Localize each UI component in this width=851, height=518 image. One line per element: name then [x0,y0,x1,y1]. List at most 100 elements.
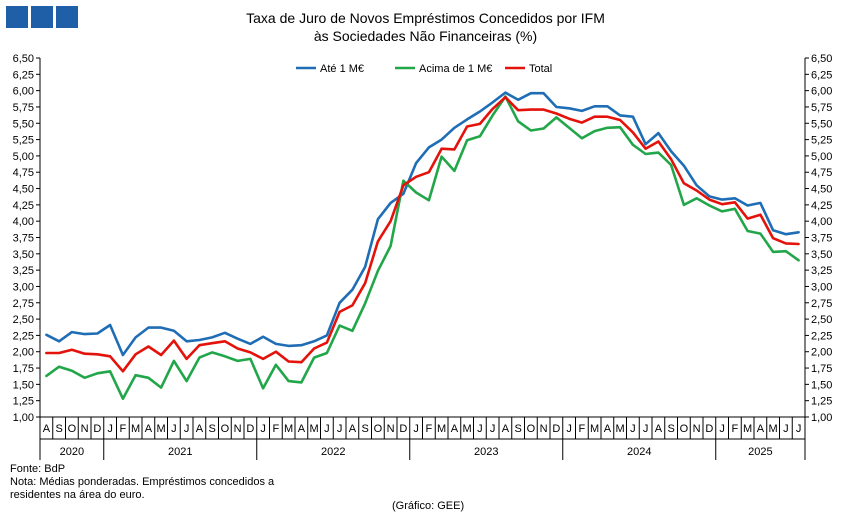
year-label: 2024 [627,446,651,458]
x-tick-label: J [719,423,725,435]
x-tick-label: A [451,423,459,435]
x-tick-label: D [246,423,254,435]
series-line [45,95,800,401]
year-label: 2022 [321,446,345,458]
x-tick-label: J [783,423,789,435]
x-tick-label: D [93,423,101,435]
y-tick-label-left: 3,50 [13,249,34,261]
x-tick-label: M [310,423,319,435]
chart-title: Taxa de Juro de Novos Empréstimos Conced… [246,10,605,26]
year-label: 2021 [168,446,192,458]
y-tick-label-left: 2,00 [13,347,34,359]
chart-credit: (Gráfico: GEE) [392,500,465,512]
y-tick-label-right: 3,75 [811,233,832,245]
x-tick-label: S [55,423,62,435]
y-tick-label-right: 1,75 [811,363,832,375]
y-tick-label-right: 6,25 [811,69,832,81]
y-tick-label-right: 4,25 [811,200,832,212]
x-tick-label: J [490,423,496,435]
x-tick-label: S [514,423,521,435]
y-tick-label-left: 6,50 [13,53,34,65]
y-tick-label-right: 5,25 [811,135,832,147]
x-tick-label: J [796,423,802,435]
y-tick-label-right: 1,50 [811,379,832,391]
y-tick-label-right: 3,00 [811,281,832,293]
y-tick-label-right: 4,00 [811,216,832,228]
y-tick-label-left: 1,00 [13,412,34,424]
x-tick-label: F [273,423,280,435]
y-tick-label-left: 2,50 [13,314,34,326]
y-tick-label-right: 2,25 [811,330,832,342]
y-tick-label-left: 2,75 [13,298,34,310]
x-tick-label: A [298,423,306,435]
x-tick-label: J [337,423,343,435]
x-tick-label: S [667,423,674,435]
x-tick-label: A [502,423,510,435]
chart-title-block: Taxa de Juro de Novos Empréstimos Conced… [0,9,851,45]
y-tick-label-left: 3,00 [13,281,34,293]
x-tick-label: F [426,423,433,435]
x-tick-label: J [184,423,190,435]
y-tick-label-right: 6,50 [811,53,832,65]
x-tick-label: O [68,423,77,435]
x-tick-label: A [43,423,51,435]
x-tick-label: A [655,423,663,435]
x-tick-label: F [732,423,739,435]
x-tick-label: J [643,423,649,435]
x-tick-label: J [171,423,177,435]
y-tick-label-right: 1,25 [811,396,832,408]
y-tick-label-right: 6,00 [811,86,832,98]
legend-label: Acima de 1 M€ [419,63,492,75]
source-note: Fonte: BdP [10,463,66,475]
logo-block [56,6,78,28]
x-tick-label: J [566,423,572,435]
x-tick-label: S [361,423,368,435]
x-tick-label: M [616,423,625,435]
x-tick-label: D [552,423,560,435]
x-tick-label: M [769,423,778,435]
y-tick-label-left: 4,50 [13,184,34,196]
y-tick-label-left: 5,75 [13,102,34,114]
logo [6,6,78,28]
y-tick-label-left: 6,00 [13,86,34,98]
y-tick-label-left: 1,75 [13,363,34,375]
x-tick-label: A [757,423,765,435]
y-tick-label-left: 5,25 [13,135,34,147]
x-tick-label: N [540,423,548,435]
x-tick-label: J [477,423,483,435]
x-tick-label: O [374,423,383,435]
x-tick-label: D [705,423,713,435]
y-tick-label-left: 1,25 [13,396,34,408]
x-tick-label: A [349,423,357,435]
y-tick-label-left: 3,75 [13,233,34,245]
y-tick-label-left: 1,50 [13,379,34,391]
y-tick-label-left: 5,00 [13,151,34,163]
y-tick-label-right: 5,00 [811,151,832,163]
y-tick-label-right: 1,00 [811,412,832,424]
x-tick-label: A [145,423,153,435]
x-tick-label: N [234,423,242,435]
x-tick-label: M [590,423,599,435]
y-tick-label-right: 2,50 [811,314,832,326]
x-tick-label: J [107,423,113,435]
y-tick-label-right: 5,50 [811,118,832,130]
x-tick-label: M [284,423,293,435]
x-tick-label: S [208,423,215,435]
footnote: Nota: Médias ponderadas. Empréstimos con… [10,476,275,501]
series-line [45,91,800,357]
x-tick-label: J [260,423,266,435]
x-tick-label: M [437,423,446,435]
chart-subtitle: às Sociedades Não Financeiras (%) [313,28,538,44]
logo-block [6,6,28,28]
x-tick-label: N [387,423,395,435]
y-tick-label-right: 4,50 [811,184,832,196]
year-label: 2025 [748,446,772,458]
logo-block [31,6,53,28]
legend-label: Até 1 M€ [320,63,364,75]
x-tick-label: M [743,423,752,435]
y-tick-label-right: 4,75 [811,167,832,179]
x-tick-label: N [693,423,701,435]
y-tick-label-left: 5,50 [13,118,34,130]
legend-label: Total [529,63,552,75]
y-tick-label-right: 5,75 [811,102,832,114]
